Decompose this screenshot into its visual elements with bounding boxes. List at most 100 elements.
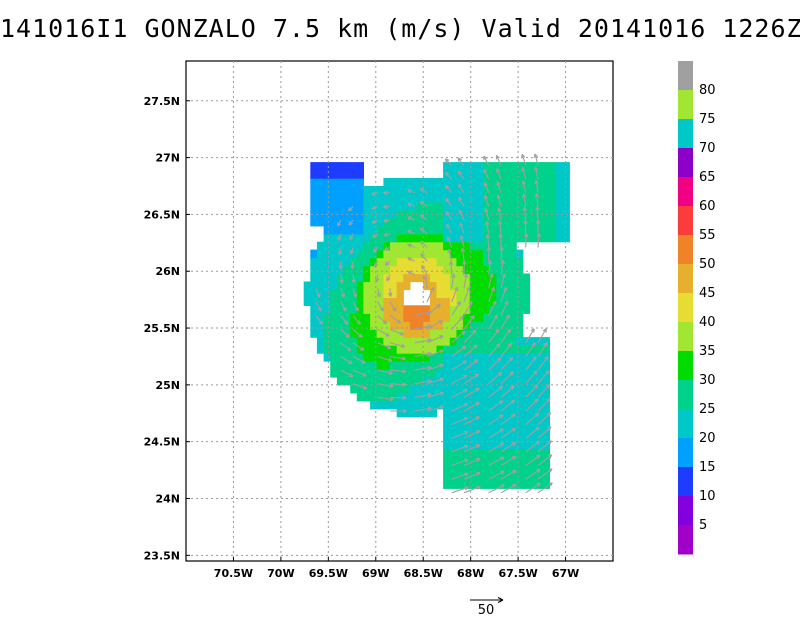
field-cell (483, 480, 491, 489)
field-cell (469, 194, 477, 203)
field-cell (396, 305, 404, 314)
wind-vector (352, 288, 358, 298)
field-cell (409, 265, 418, 275)
field-cell (423, 321, 431, 330)
field-cell (356, 233, 364, 243)
field-cell (449, 329, 457, 338)
field-cell (370, 273, 378, 283)
field-cell (370, 369, 378, 378)
field-cell (502, 337, 511, 346)
wind-vector (525, 398, 539, 412)
wind-vector (459, 222, 465, 234)
field-cell (516, 225, 524, 235)
field-cell (562, 178, 570, 187)
field-cell (509, 289, 517, 298)
field-cell (383, 321, 391, 330)
field-cell (476, 345, 484, 354)
field-cell (409, 345, 418, 354)
field-cell (496, 472, 504, 481)
wind-vector (407, 229, 415, 235)
field-cell (330, 178, 338, 187)
field-cell (516, 384, 524, 394)
wind-vector (463, 300, 473, 316)
field-cell (529, 345, 537, 354)
field-cell (449, 416, 457, 426)
field-cell (516, 257, 524, 267)
field-cell (516, 186, 524, 195)
field-cell (502, 178, 511, 187)
field-cell (436, 376, 444, 386)
vector-scale: 50 (470, 597, 504, 618)
field-cell (509, 353, 517, 362)
field-cell (529, 392, 537, 402)
field-cell (310, 194, 318, 203)
field-cell (330, 241, 338, 251)
wind-vector (500, 399, 516, 412)
field-cell (502, 424, 511, 434)
field-cell (516, 369, 524, 378)
field-cell (463, 345, 471, 354)
field-cell (376, 225, 384, 235)
field-cell (436, 384, 444, 394)
field-cell (330, 186, 338, 195)
wind-vector (537, 398, 551, 412)
field-cell (502, 313, 511, 322)
field-cell (376, 201, 384, 211)
field-cell (350, 162, 358, 171)
wind-vector (460, 247, 466, 262)
wind-vector (535, 206, 540, 221)
field-cell (476, 424, 484, 434)
wind-vector (337, 247, 343, 256)
field-cell (363, 337, 371, 346)
field-cell (522, 194, 531, 203)
field-cell (403, 408, 411, 418)
field-cell (449, 265, 457, 275)
field-cell (476, 321, 484, 330)
field-cell (416, 345, 424, 354)
wind-vector (444, 171, 453, 180)
field-cell (356, 273, 364, 283)
field-cell (476, 384, 484, 394)
field-cell (476, 313, 484, 322)
colorbar-segment (678, 293, 693, 323)
field-cell (443, 233, 451, 243)
colorbar-segment (678, 148, 693, 178)
field-cell (542, 464, 550, 473)
field-cell (383, 376, 391, 386)
field-cell (376, 337, 384, 346)
field-cell (509, 313, 517, 322)
field-cell (390, 233, 398, 243)
colorbar-label: 70 (699, 141, 716, 156)
field-cell (449, 249, 457, 259)
wind-vector (371, 205, 378, 210)
field-cell (383, 361, 391, 370)
field-cell (489, 241, 497, 251)
y-tick-label: 26N (155, 265, 180, 278)
field-cell (469, 424, 477, 434)
wind-vector (525, 342, 536, 357)
field-cell (429, 225, 438, 235)
field-cell (429, 408, 438, 418)
field-cell (429, 201, 438, 211)
wind-vector (496, 181, 502, 193)
field-cell (509, 178, 517, 187)
field-cell (436, 313, 444, 322)
field-cell (489, 249, 497, 259)
field-cell (449, 456, 457, 466)
wind-vector (500, 441, 517, 453)
field-cell (370, 353, 378, 362)
field-cell (416, 361, 424, 370)
wind-vector (426, 286, 435, 303)
field-cell (496, 194, 504, 203)
field-cell (403, 281, 411, 291)
field-cell (343, 329, 351, 338)
field-cell (363, 241, 371, 251)
field-cell (350, 384, 358, 394)
field-cell (516, 464, 524, 473)
field-cell (310, 321, 318, 330)
wind-vector (383, 190, 391, 196)
field-cell (303, 297, 311, 306)
wind-vector (426, 363, 444, 371)
wind-vector (376, 288, 382, 298)
field-cell (476, 178, 484, 187)
